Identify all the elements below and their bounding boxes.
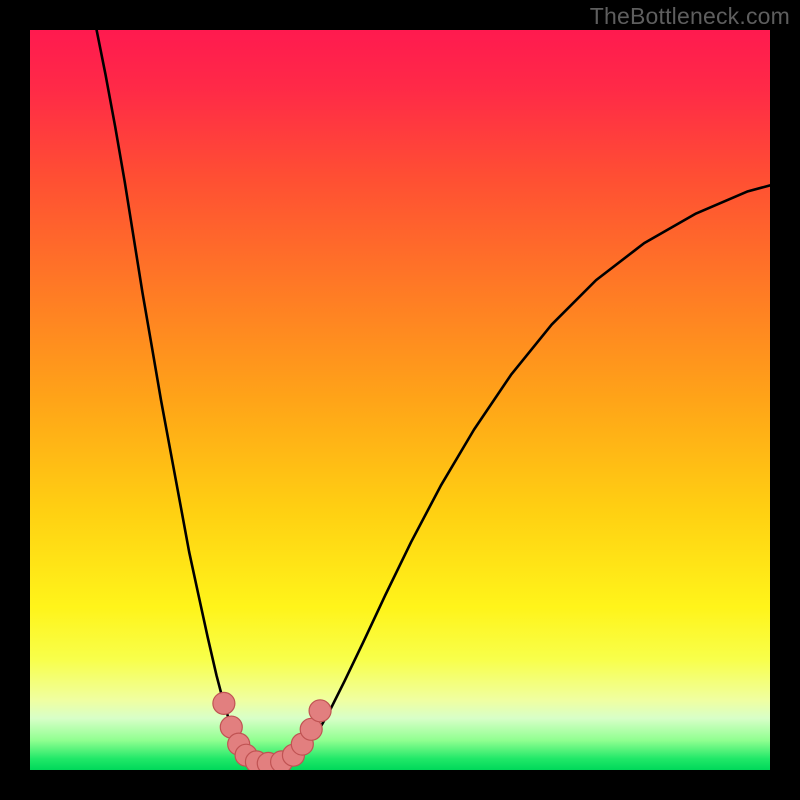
chart-container: TheBottleneck.com [0,0,800,800]
watermark-text: TheBottleneck.com [590,3,790,30]
gradient-background [30,30,770,770]
plot-svg [30,30,770,770]
plot-area [30,30,770,770]
curve-marker [213,692,235,714]
curve-marker [309,700,331,722]
